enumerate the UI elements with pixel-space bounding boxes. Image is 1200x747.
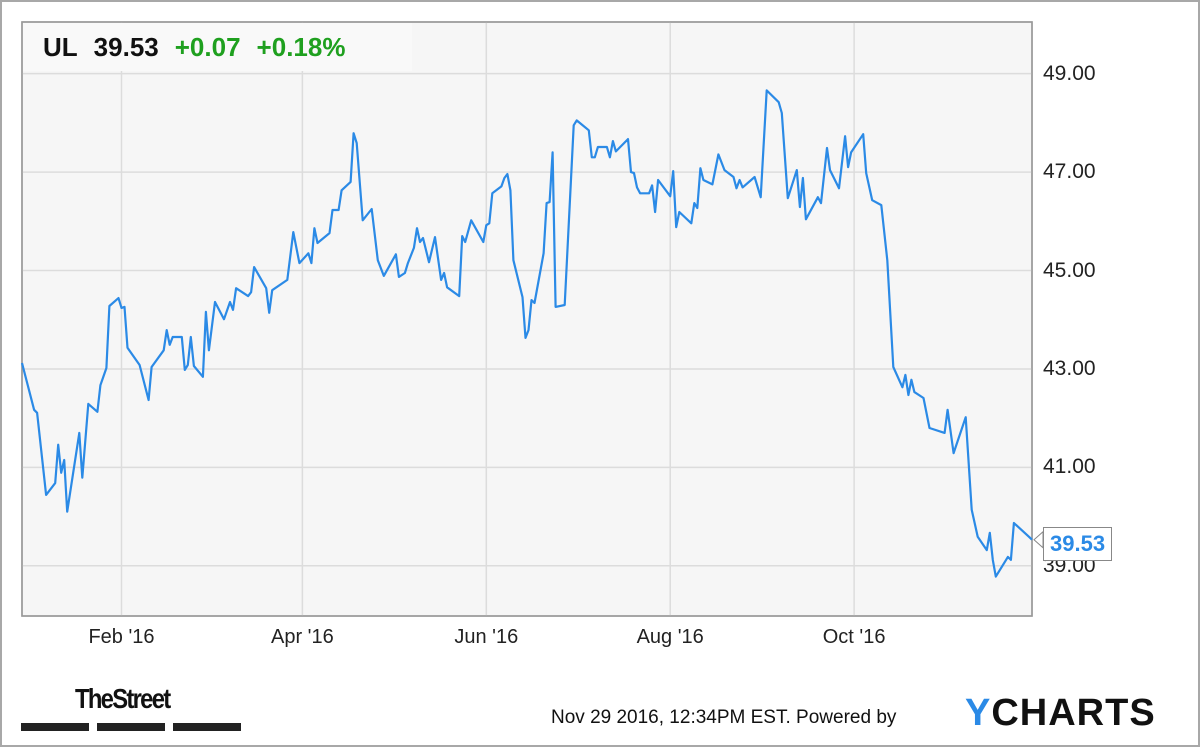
y-tick-label: 49.00 [1043,61,1096,85]
x-tick-label: Jun '16 [454,626,519,648]
footer-text: Nov 29 2016, 12:34PM EST. Powered by [551,707,896,729]
thestreet-logo-bars [21,723,241,731]
ycharts-logo[interactable]: YCHARTS [965,692,1156,734]
quote-header: UL 39.53 +0.07 +0.18% [23,23,412,71]
x-tick-label: Apr '16 [271,626,334,648]
plot-border [21,21,1033,617]
powered-by: Powered by [796,707,897,728]
last-value-pointer [1033,530,1044,549]
percent-change: +0.18% [256,31,346,62]
thestreet-logo: TheStreet [75,683,171,714]
ticker-symbol: UL [43,31,78,62]
last-price: 39.53 [93,31,159,62]
x-tick-label: Oct '16 [822,626,886,648]
x-tick-label: Aug '16 [636,626,704,648]
plot-area [21,21,1033,617]
y-tick-label: 41.00 [1043,455,1096,479]
y-tick-label: 43.00 [1043,356,1096,380]
y-tick-label: 45.00 [1043,258,1096,282]
timestamp: Nov 29 2016, 12:34PM EST. [551,707,791,728]
price-change: +0.07 [174,31,241,62]
x-tick-label: Feb '16 [88,626,155,648]
y-tick-label: 47.00 [1043,160,1096,184]
last-value-label: 39.53 [1043,527,1113,561]
price-line [20,89,1033,578]
